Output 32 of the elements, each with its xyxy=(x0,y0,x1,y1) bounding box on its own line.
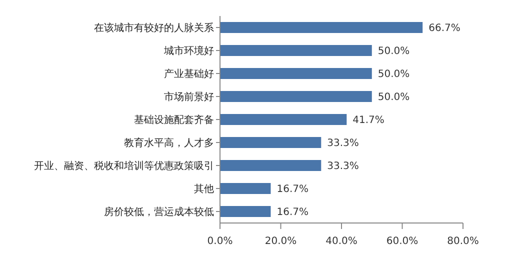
y-tick-label: 开业、融资、税收和培训等优惠政策吸引 xyxy=(34,160,214,172)
bar xyxy=(220,160,322,171)
data-label: 41.7% xyxy=(352,115,384,126)
y-tick-label: 产业基础好 xyxy=(164,68,214,80)
y-tick-label: 在该城市有较好的人脉关系 xyxy=(94,22,214,34)
y-tick-label: 基础设施配套齐备 xyxy=(134,114,214,126)
data-label: 16.7% xyxy=(276,184,309,196)
data-label: 50.0% xyxy=(378,69,410,80)
bar xyxy=(220,68,372,79)
x-tick-label: 20.0% xyxy=(264,236,297,248)
bar xyxy=(220,206,271,217)
bar xyxy=(220,183,271,194)
bar xyxy=(220,114,347,125)
data-label: 50.0% xyxy=(378,46,410,58)
y-tick-label: 其他 xyxy=(194,183,214,196)
data-label: 33.3% xyxy=(327,138,359,150)
bar xyxy=(220,22,423,33)
y-tick-label: 房价较低，营运成本较低 xyxy=(104,206,214,218)
bar xyxy=(220,45,372,56)
y-tick-label: 市场前景好 xyxy=(164,91,214,104)
data-label: 50.0% xyxy=(378,92,410,104)
x-tick-label: 40.0% xyxy=(326,236,358,248)
x-tick-label: 60.0% xyxy=(386,236,418,248)
y-tick-label: 城市环境好 xyxy=(163,45,214,58)
y-tick-label: 教育水平高，人才多 xyxy=(124,137,214,150)
data-label: 66.7% xyxy=(428,23,460,34)
x-tick-label: 0.0% xyxy=(207,236,233,248)
data-label: 16.7% xyxy=(276,207,309,218)
bar xyxy=(220,137,322,148)
x-tick-label: 80.0% xyxy=(447,236,479,248)
bar xyxy=(220,91,372,102)
data-label: 33.3% xyxy=(327,161,359,172)
